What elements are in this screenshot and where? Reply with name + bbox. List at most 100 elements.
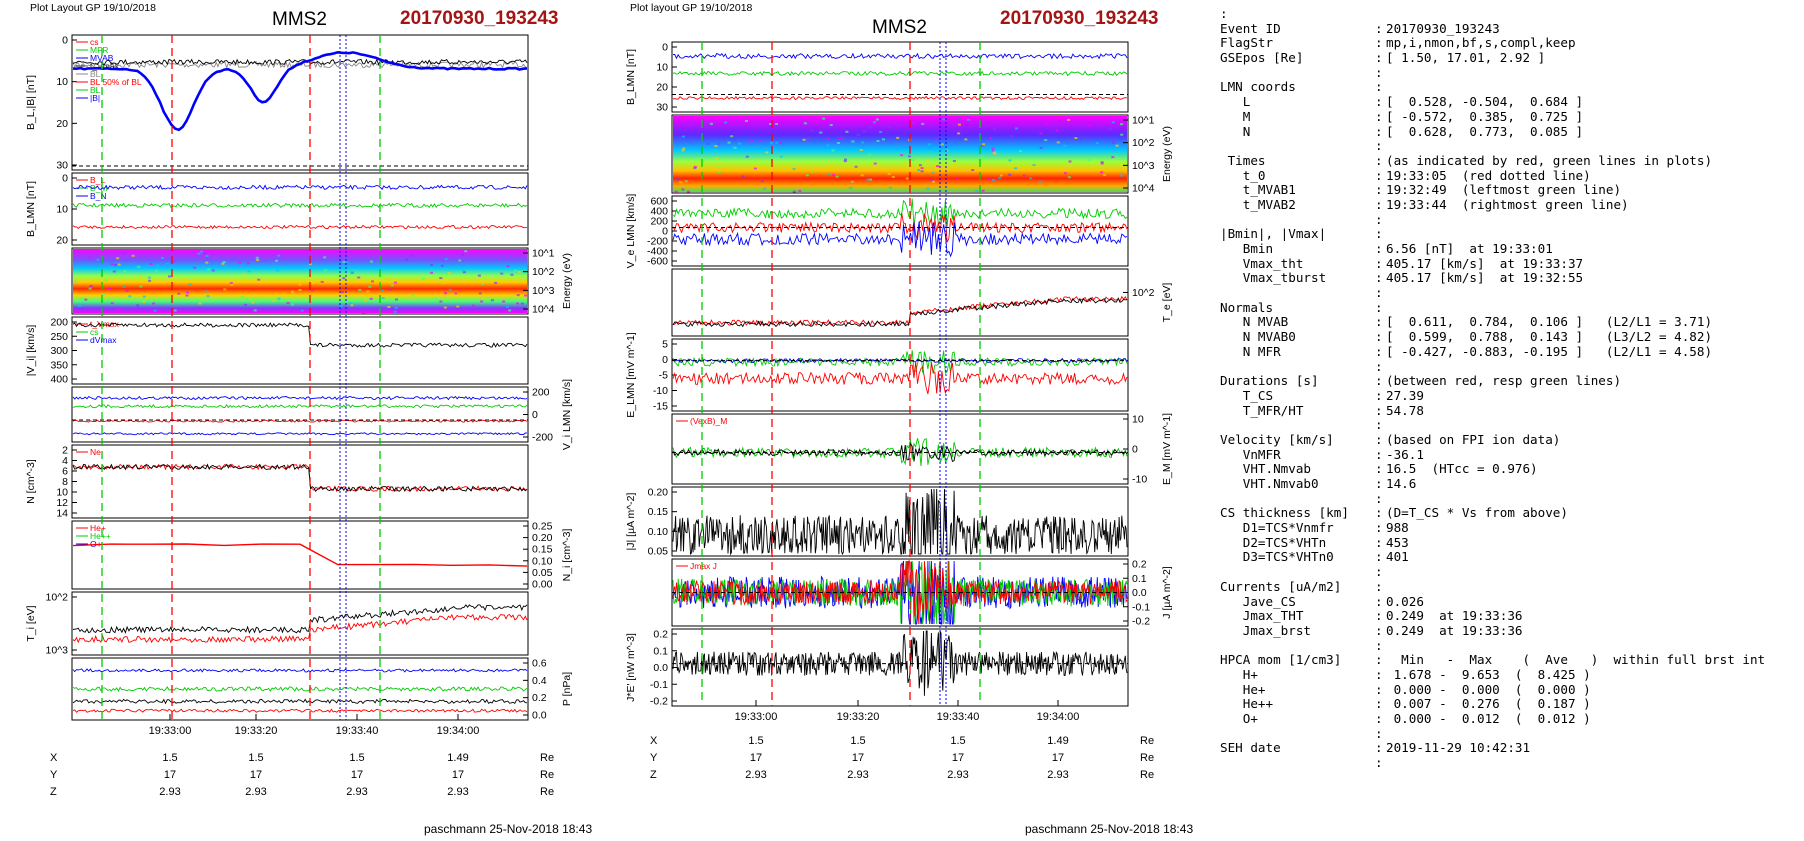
info-colon: : xyxy=(1375,50,1383,66)
left-spectrogram-speckle xyxy=(393,310,397,313)
left-y-tick-label: 200 xyxy=(532,387,550,399)
mid-spectrogram-speckle xyxy=(879,131,883,133)
mid-spectrogram-speckle xyxy=(687,190,690,193)
info-colon: : xyxy=(1375,534,1383,550)
mid-pos-unit: Re xyxy=(1140,752,1154,764)
left-spectrogram-speckle xyxy=(358,288,362,291)
left-spectrogram-speckle xyxy=(341,291,344,294)
left-spectrogram-speckle xyxy=(349,302,353,305)
left-y-axis-label: P [nPa] xyxy=(561,672,573,706)
info-value: 27.39 xyxy=(1386,388,1424,403)
mid-pos-value: 2.93 xyxy=(1047,769,1068,781)
info-key: Event ID xyxy=(1220,21,1281,36)
left-spectrogram-speckle xyxy=(368,285,372,288)
mid-spectrogram-speckle xyxy=(967,118,970,121)
left-spectrogram-speckle xyxy=(110,302,114,305)
left-spectrogram-speckle xyxy=(223,288,227,291)
left-spectrogram-speckle xyxy=(439,293,443,296)
mid-spectrogram-speckle xyxy=(881,138,885,141)
left-pos-row-name: Z xyxy=(50,786,57,798)
left-spectrogram-speckle xyxy=(461,268,465,271)
left-spectrogram-speckle xyxy=(205,261,209,264)
mid-spectrogram-speckle xyxy=(1067,118,1071,121)
left-y-tick-label: 10 xyxy=(56,487,68,499)
mid-panel-5: 5 0 -5 -10 -15 E_LMN [mV m^-1] xyxy=(625,332,1129,418)
left-pos-value: 2.93 xyxy=(346,786,367,798)
left-spectrogram-speckle xyxy=(204,290,208,293)
mid-spectrogram-speckle xyxy=(999,174,1003,177)
left-spectrogram-speckle xyxy=(514,269,518,272)
info-key: Vmax_tht xyxy=(1220,256,1304,271)
info-value: 19:32:49 (leftmost green line) xyxy=(1386,183,1622,198)
left-spectrogram-speckle xyxy=(357,276,361,279)
mid-spectrogram-speckle xyxy=(1100,161,1104,164)
left-spectrogram-speckle xyxy=(277,297,281,300)
info-row: VHT.Nmvab:16.5 (HTcc = 0.976) xyxy=(1220,462,1800,477)
mid-y-tick-label: 10^4 xyxy=(1132,183,1155,195)
left-spectrogram-speckle xyxy=(207,268,211,271)
left-spectrogram-speckle xyxy=(128,295,132,298)
left-spectrogram-speckle xyxy=(463,306,466,309)
info-key: He+ xyxy=(1220,682,1266,697)
mid-spectrogram-speckle xyxy=(792,190,796,193)
left-spectrogram-speckle xyxy=(369,297,373,300)
left-spectrogram-speckle xyxy=(462,271,466,274)
info-colon: : xyxy=(1375,94,1383,110)
info-colon: : xyxy=(1375,255,1383,271)
left-y-tick-label: 300 xyxy=(50,345,68,357)
left-y-tick-label: 0.25 xyxy=(532,521,553,533)
mid-spectrogram-speckle xyxy=(779,155,783,158)
info-key: FlagStr xyxy=(1220,36,1274,51)
left-spectrogram-speckle xyxy=(458,259,462,262)
info-colon: : xyxy=(1375,138,1383,154)
info-row: Vmax_tburst:405.17 [km/s] at 19:32:55 xyxy=(1220,271,1800,286)
mid-y-tick-label: 0 xyxy=(1132,444,1138,456)
info-value: [ 0.611, 0.784, 0.106 ] (L2/L1 = 3.71) xyxy=(1386,315,1713,330)
info-key: M xyxy=(1220,109,1251,124)
left-spectrogram-speckle xyxy=(78,304,82,307)
info-colon: : xyxy=(1375,681,1383,697)
info-value xyxy=(1386,139,1800,154)
left-spectrogram-speckle xyxy=(310,282,314,284)
mid-y-tick-label: -10 xyxy=(1132,474,1147,486)
left-series-line xyxy=(72,50,528,132)
mid-spectrogram-speckle xyxy=(876,140,880,142)
info-value: 0.249 at 19:33:36 xyxy=(1386,623,1523,638)
mid-spectrogram-speckle xyxy=(942,118,946,121)
left-plot-header: Plot Layout GP 19/10/2018 xyxy=(30,2,156,14)
mid-pos-value: 17 xyxy=(1052,752,1064,764)
left-panel-frame xyxy=(71,591,529,656)
info-value: (between red, resp green lines) xyxy=(1386,374,1622,389)
mid-spectrogram-speckle xyxy=(861,141,865,144)
info-value xyxy=(1386,66,1800,81)
info-value xyxy=(1386,227,1800,242)
left-spectrogram-speckle xyxy=(253,309,257,312)
mid-spectrogram-speckle xyxy=(682,147,686,150)
mid-spectrogram-speckle xyxy=(762,165,766,168)
info-key: SEH date xyxy=(1220,741,1281,756)
mid-y-tick-label: 0.0 xyxy=(653,662,668,674)
info-key: Normals xyxy=(1220,300,1274,315)
info-key: He++ xyxy=(1220,697,1274,712)
info-key: LMN coords xyxy=(1220,80,1296,95)
info-colon: : xyxy=(1375,152,1383,168)
mid-series-line xyxy=(672,438,1128,467)
left-y-tick-label: 250 xyxy=(50,331,68,343)
left-spectrogram-speckle xyxy=(490,299,494,302)
info-row: : xyxy=(1220,138,1800,154)
left-spectrogram-speckle xyxy=(505,305,509,308)
mid-y-axis-label: J [µA m^-2] xyxy=(1161,566,1173,618)
left-y-tick-label: 0.6 xyxy=(532,658,547,670)
left-pos-value: 17 xyxy=(250,769,262,781)
mid-spectrogram-speckle xyxy=(753,165,757,168)
left-spectrogram-speckle xyxy=(198,302,202,305)
mid-spectrogram-speckle xyxy=(807,138,810,141)
mid-spectrogram-speckle xyxy=(679,136,683,139)
mid-spectrogram-speckle xyxy=(940,143,944,146)
left-spectrogram-speckle xyxy=(520,302,524,305)
mid-series-line xyxy=(672,560,1128,625)
mid-spectrogram-speckle xyxy=(930,178,934,181)
left-spectrogram-speckle xyxy=(74,280,78,283)
mid-spectrogram-speckle xyxy=(829,124,833,127)
mid-spectrogram-speckle xyxy=(1103,174,1107,176)
